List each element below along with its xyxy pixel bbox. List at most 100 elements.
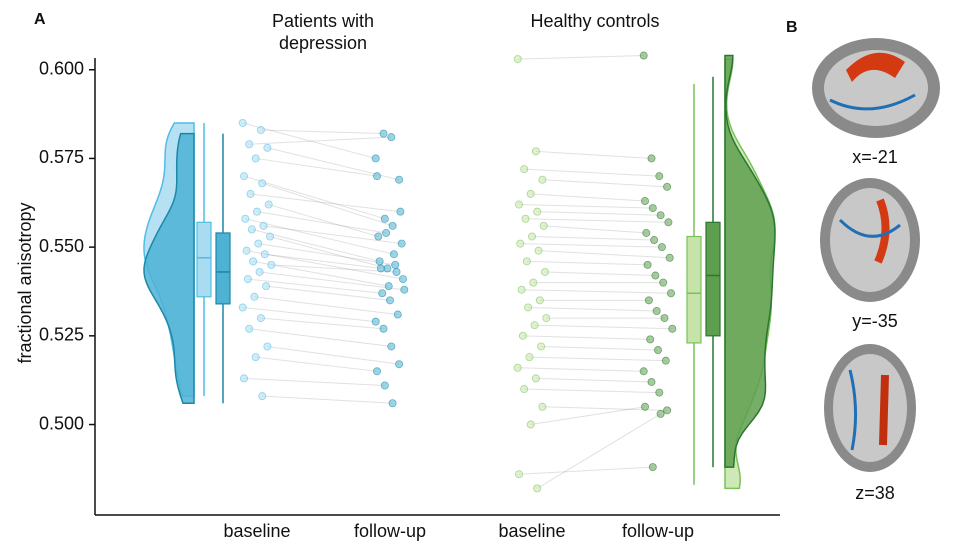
x-tick-label: follow-up bbox=[622, 521, 694, 541]
data-point bbox=[643, 229, 650, 236]
data-point bbox=[534, 208, 541, 215]
data-point bbox=[657, 410, 664, 417]
pair-line bbox=[544, 226, 647, 233]
data-point bbox=[376, 258, 383, 265]
pair-line bbox=[251, 194, 401, 212]
box bbox=[687, 236, 701, 342]
pair-line bbox=[535, 325, 673, 329]
data-point bbox=[527, 190, 534, 197]
data-point bbox=[521, 385, 528, 392]
box bbox=[216, 233, 230, 304]
data-point bbox=[377, 265, 384, 272]
data-point bbox=[527, 421, 534, 428]
data-point bbox=[652, 272, 659, 279]
data-point bbox=[530, 279, 537, 286]
pair-line bbox=[524, 389, 659, 393]
data-point bbox=[649, 205, 656, 212]
data-point bbox=[662, 357, 669, 364]
y-tick-label: 0.600 bbox=[39, 58, 84, 78]
data-point bbox=[645, 297, 652, 304]
data-point bbox=[541, 268, 548, 275]
box bbox=[197, 222, 211, 297]
pair-line bbox=[528, 307, 657, 311]
data-point bbox=[648, 155, 655, 162]
pair-line bbox=[537, 414, 660, 489]
data-point bbox=[396, 176, 403, 183]
data-point bbox=[538, 343, 545, 350]
data-point bbox=[640, 52, 647, 59]
pair-line bbox=[536, 378, 652, 382]
data-point bbox=[381, 382, 388, 389]
data-point bbox=[266, 233, 273, 240]
brain-slice bbox=[820, 178, 920, 302]
data-point bbox=[380, 325, 387, 332]
data-point bbox=[244, 275, 251, 282]
figure: A fractional anisotropy B 0.5000.5250.55… bbox=[0, 0, 956, 545]
pair-line bbox=[519, 205, 653, 209]
pair-line bbox=[257, 212, 386, 233]
data-point bbox=[394, 311, 401, 318]
pair-line bbox=[536, 151, 652, 158]
data-point bbox=[532, 375, 539, 382]
data-point bbox=[252, 354, 259, 361]
data-point bbox=[257, 126, 264, 133]
data-point bbox=[656, 389, 663, 396]
data-point bbox=[515, 471, 522, 478]
data-point bbox=[514, 55, 521, 62]
density bbox=[725, 56, 775, 468]
data-point bbox=[265, 201, 272, 208]
pair-line bbox=[261, 318, 384, 329]
data-point bbox=[648, 378, 655, 385]
pair-line bbox=[537, 212, 660, 216]
data-point bbox=[664, 407, 671, 414]
y-axis-label: fractional anisotropy bbox=[15, 202, 35, 363]
data-point bbox=[268, 261, 275, 268]
data-point bbox=[515, 201, 522, 208]
data-point bbox=[649, 464, 656, 471]
data-point bbox=[251, 293, 258, 300]
data-point bbox=[388, 343, 395, 350]
data-point bbox=[389, 222, 396, 229]
pair-line bbox=[532, 236, 654, 240]
data-point bbox=[375, 233, 382, 240]
data-point bbox=[653, 307, 660, 314]
data-point bbox=[543, 314, 550, 321]
brain-slice bbox=[812, 38, 940, 138]
data-point bbox=[517, 240, 524, 247]
data-point bbox=[372, 155, 379, 162]
data-point bbox=[401, 286, 408, 293]
pair-line bbox=[523, 336, 650, 340]
data-point bbox=[257, 314, 264, 321]
data-point bbox=[239, 119, 246, 126]
box bbox=[706, 222, 720, 336]
pair-line bbox=[254, 297, 397, 315]
data-point bbox=[255, 240, 262, 247]
pair-line bbox=[529, 357, 665, 361]
data-point bbox=[644, 261, 651, 268]
y-tick-label: 0.575 bbox=[39, 147, 84, 167]
data-point bbox=[259, 180, 266, 187]
data-point bbox=[261, 251, 268, 258]
data-point bbox=[390, 251, 397, 258]
data-point bbox=[396, 361, 403, 368]
data-point bbox=[654, 346, 661, 353]
chart: A fractional anisotropy B 0.5000.5250.55… bbox=[0, 0, 956, 545]
data-point bbox=[239, 304, 246, 311]
pair-line bbox=[267, 346, 399, 364]
pair-line bbox=[244, 378, 385, 385]
group-title: Healthy controls bbox=[520, 10, 670, 32]
data-point bbox=[669, 325, 676, 332]
data-point bbox=[259, 393, 266, 400]
data-point bbox=[399, 275, 406, 282]
data-point bbox=[386, 297, 393, 304]
data-point bbox=[385, 283, 392, 290]
data-point bbox=[392, 261, 399, 268]
data-point bbox=[263, 283, 270, 290]
pair-line bbox=[266, 286, 390, 300]
y-tick-label: 0.500 bbox=[39, 413, 84, 433]
data-point bbox=[657, 212, 664, 219]
data-point bbox=[397, 208, 404, 215]
pair-line bbox=[531, 407, 645, 425]
data-point bbox=[380, 130, 387, 137]
data-point bbox=[519, 332, 526, 339]
